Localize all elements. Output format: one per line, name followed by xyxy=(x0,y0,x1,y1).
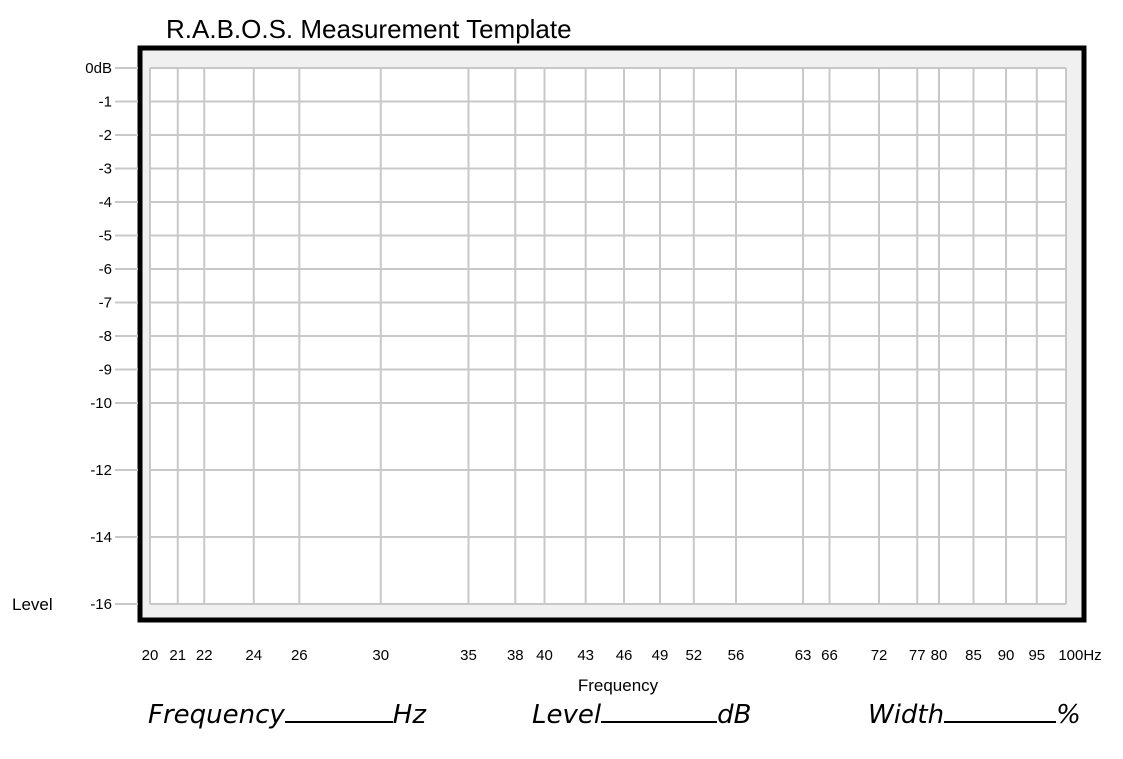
y-tick-label: -10 xyxy=(90,395,112,412)
y-tick-label: -4 xyxy=(99,194,112,211)
x-tick-label: 49 xyxy=(652,647,669,664)
x-tick-label: 24 xyxy=(245,647,262,664)
x-tick-label: 90 xyxy=(998,647,1015,664)
x-tick-label: 20 xyxy=(142,647,159,664)
width-blank[interactable] xyxy=(944,720,1057,723)
y-tick-label: 0dB xyxy=(85,60,112,77)
y-tick-label: -1 xyxy=(99,94,112,111)
level-blank[interactable] xyxy=(601,720,718,723)
y-tick-label: -9 xyxy=(99,362,112,379)
x-tick-label: 66 xyxy=(821,647,838,664)
x-tick-label: 52 xyxy=(685,647,702,664)
measurement-fields: Frequency Hz Level dB Width% xyxy=(0,700,1123,750)
x-tick-label: 80 xyxy=(931,647,948,664)
width-field[interactable]: Width% xyxy=(868,700,1081,730)
x-tick-label: 21 xyxy=(169,647,186,664)
y-gridlines xyxy=(115,67,1066,605)
frequency-field-unit: Hz xyxy=(392,700,426,730)
y-tick-labels: 0dB -1 -2 -3 -4 -5 -6 -7 -8 -9 -10 -12 -14 -16 xyxy=(85,60,112,613)
x-tick-label: 63 xyxy=(795,647,812,664)
level-field[interactable]: Level dB xyxy=(532,700,751,730)
x-tick-label: 56 xyxy=(728,647,745,664)
x-tick-label: 22 xyxy=(196,647,213,664)
y-tick-label: -2 xyxy=(99,127,112,144)
y-tick-label: -12 xyxy=(90,462,112,479)
x-tick-label: 43 xyxy=(577,647,594,664)
x-tick-label: 85 xyxy=(965,647,982,664)
y-tick-label: -6 xyxy=(99,261,112,278)
frequency-field[interactable]: Frequency Hz xyxy=(148,700,426,730)
x-tick-label: 40 xyxy=(536,647,553,664)
level-field-unit: dB xyxy=(717,700,752,730)
y-axis-title: Level xyxy=(12,595,53,614)
y-tick-label: -3 xyxy=(99,161,112,178)
x-tick-labels: 20 21 22 24 26 30 35 38 40 43 46 49 52 56 63 66 72 77 80 85… xyxy=(142,647,1102,664)
width-field-label: Width xyxy=(868,700,945,730)
x-axis-title: Frequency xyxy=(578,676,659,695)
y-tick-label: -16 xyxy=(90,596,112,613)
x-tick-label: 95 xyxy=(1028,647,1045,664)
x-tick-label: 72 xyxy=(871,647,888,664)
frequency-blank[interactable] xyxy=(284,720,393,723)
chart-title: R.A.B.O.S. Measurement Template xyxy=(166,14,572,44)
x-tick-label: 100Hz xyxy=(1058,647,1101,664)
y-tick-label: -7 xyxy=(99,295,112,312)
width-field-unit: % xyxy=(1056,700,1081,730)
x-tick-label: 30 xyxy=(372,647,389,664)
x-tick-label: 46 xyxy=(616,647,633,664)
chart-area: 0dB -1 -2 -3 -4 -5 -6 -7 -8 -9 -10 -12 -14 -16 20 21 22… xyxy=(12,45,1102,695)
x-tick-label: 26 xyxy=(291,647,308,664)
y-tick-label: -14 xyxy=(90,529,112,546)
level-field-label: Level xyxy=(532,700,602,730)
frequency-field-label: Frequency xyxy=(148,700,285,730)
x-tick-label: 35 xyxy=(460,647,477,664)
x-tick-label: 77 xyxy=(909,647,926,664)
y-tick-label: -5 xyxy=(99,228,112,245)
x-tick-label: 38 xyxy=(507,647,524,664)
y-tick-label: -8 xyxy=(99,328,112,345)
